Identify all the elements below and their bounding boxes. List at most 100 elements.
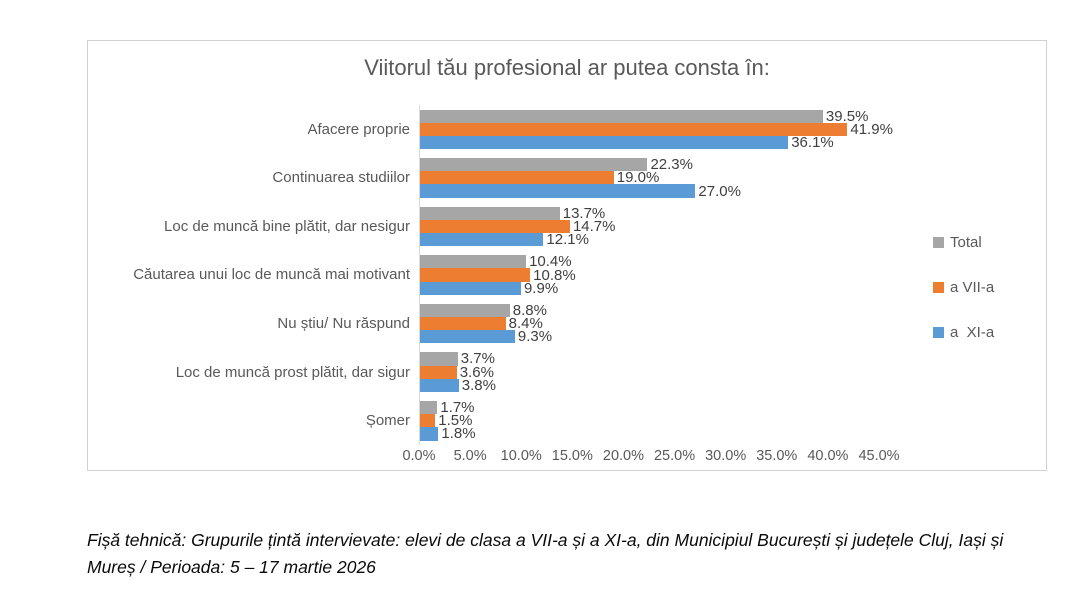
legend: Total a VII-a a XI-a xyxy=(933,235,994,370)
chart-category-row: Afacere proprie 39.5% 41.9% 36.1% xyxy=(88,105,893,154)
bar-value-label: 36.1% xyxy=(791,133,834,151)
bar-a-xi-a xyxy=(420,233,544,247)
bar-row: 10.4% xyxy=(420,253,879,271)
bar-a-xi-a xyxy=(420,281,521,295)
bar-total xyxy=(420,400,438,415)
category-label: Căutarea unui loc de muncă mai motivant xyxy=(133,266,410,284)
bar-row: 9.9% xyxy=(420,279,879,297)
bar-value-label: 10.8% xyxy=(533,266,576,284)
bar-row: 3.8% xyxy=(420,376,879,394)
bar-value-label: 1.7% xyxy=(440,399,475,417)
x-axis-tick: 20.0% xyxy=(602,448,644,464)
bar-a-vii-a xyxy=(420,171,614,185)
legend-item: a VII-a xyxy=(933,280,994,295)
bar-value-label: 19.0% xyxy=(616,169,660,187)
legend-swatch-icon xyxy=(933,237,944,248)
bar-row: 14.7% xyxy=(420,217,879,235)
bar-row: 3.6% xyxy=(420,363,879,381)
bar-row: 3.7% xyxy=(420,350,879,368)
bar-group: 3.7% 3.6% 3.8% xyxy=(419,347,879,397)
bar-group: 1.7% 1.5% 1.8% xyxy=(419,396,879,446)
x-axis-tick: 35.0% xyxy=(756,448,798,464)
bar-value-label: 9.9% xyxy=(523,279,559,297)
category-label: Șomer xyxy=(365,412,410,430)
bar-a-xi-a xyxy=(420,135,789,150)
bar-row: 12.1% xyxy=(420,231,879,249)
bar-row: 1.5% xyxy=(420,412,879,430)
bar-a-vii-a xyxy=(420,414,436,428)
bar-row: 8.4% xyxy=(420,315,879,333)
bar-row: 41.9% xyxy=(420,122,893,137)
technical-note: Fișă tehnică: Grupurile țintă intervieva… xyxy=(87,530,1004,578)
chart-category-row: Continuarea studiilor 22.3% 19.0% 27.0% xyxy=(88,153,879,203)
bar-group: 39.5% 41.9% 36.1% xyxy=(419,105,893,154)
legend-item: a XI-a xyxy=(933,325,994,340)
bar-value-label: 1.8% xyxy=(441,425,476,443)
chart-frame: Viitorul tău profesional ar putea consta… xyxy=(87,40,1047,471)
bar-a-vii-a xyxy=(420,219,570,234)
bar-total xyxy=(420,158,648,172)
bar-value-label: 8.8% xyxy=(512,301,547,319)
bar-value-label: 3.6% xyxy=(459,363,494,381)
bar-group: 22.3% 19.0% 27.0% xyxy=(419,153,879,203)
chart-category-row: Loc de muncă bine plătit, dar nesigur 13.… xyxy=(88,202,879,251)
bar-value-label: 8.4% xyxy=(508,315,543,333)
bar-a-xi-a xyxy=(420,184,696,198)
bar-a-vii-a xyxy=(420,268,531,282)
bar-row: 9.3% xyxy=(420,328,879,346)
category-label: Afacere proprie xyxy=(307,120,410,138)
x-axis-tick: 40.0% xyxy=(807,448,849,464)
bar-value-label: 3.8% xyxy=(461,376,496,394)
x-axis-tick: 45.0% xyxy=(858,448,900,464)
bar-total xyxy=(420,206,560,220)
bar-value-label: 10.4% xyxy=(529,253,572,271)
bar-value-label: 3.7% xyxy=(460,350,495,368)
bar-value-label: 9.3% xyxy=(517,328,553,346)
bar-total xyxy=(420,303,510,317)
legend-swatch-icon xyxy=(933,327,944,338)
bar-row: 1.7% xyxy=(420,399,879,417)
x-axis-tick: 15.0% xyxy=(551,448,593,464)
chart-category-row: Loc de muncă prost plătit, dar sigur 3.7%… xyxy=(88,347,879,397)
bar-value-label: 12.1% xyxy=(546,231,589,249)
bar-value-label: 39.5% xyxy=(825,107,869,125)
bar-row: 10.8% xyxy=(420,266,879,284)
chart-category-row: Nu știu/ Nu răspund 8.8% 8.4% 9.3% xyxy=(88,299,879,348)
x-axis-tick: 30.0% xyxy=(705,448,747,464)
bar-row: 27.0% xyxy=(420,182,879,200)
bar-total xyxy=(420,352,458,366)
bar-value-label: 1.5% xyxy=(438,412,473,430)
legend-item: Total xyxy=(933,235,994,250)
category-label: Loc de muncă prost plătit, dar sigur xyxy=(175,363,410,381)
bar-a-vii-a xyxy=(420,365,457,379)
x-axis: 0.0% 5.0% 10.0% 15.0% 20.0% 25.0% 30.0% 35.0% 40… xyxy=(402,448,899,468)
bar-value-label: 41.9% xyxy=(850,120,893,138)
chart-category-row: Șomer 1.7% 1.5% 1.8% xyxy=(88,396,879,446)
category-label: Continuarea studiilor xyxy=(272,169,410,187)
bar-a-xi-a xyxy=(420,330,515,344)
bar-row: 22.3% xyxy=(420,156,879,174)
bar-value-label: 27.0% xyxy=(698,182,741,200)
bar-a-vii-a xyxy=(420,122,848,136)
bar-value-label: 22.3% xyxy=(650,156,693,174)
bar-row: 39.5% xyxy=(420,107,879,125)
bar-total xyxy=(420,255,527,269)
bar-group: 13.7% 14.7% 12.1% xyxy=(419,202,879,251)
x-axis-tick: 0.0% xyxy=(402,448,436,464)
bar-value-label: 14.7% xyxy=(572,217,616,235)
bar-group: 10.4% 10.8% 9.9% xyxy=(419,250,879,300)
legend-label: a VII-a xyxy=(950,279,995,296)
bar-total xyxy=(420,109,823,123)
legend-swatch-icon xyxy=(933,282,944,293)
x-axis-tick: 25.0% xyxy=(653,448,696,464)
legend-label: a XI-a xyxy=(950,324,995,341)
bar-a-vii-a xyxy=(420,317,506,331)
x-axis-tick: 5.0% xyxy=(453,448,487,464)
x-axis-tick: 10.0% xyxy=(500,448,542,464)
bar-group: 8.8% 8.4% 9.3% xyxy=(419,299,879,348)
bar-a-xi-a xyxy=(420,427,439,441)
bar-row: 8.8% xyxy=(420,301,879,319)
bar-row: 19.0% xyxy=(420,169,879,187)
category-label: Nu știu/ Nu răspund xyxy=(277,314,410,332)
